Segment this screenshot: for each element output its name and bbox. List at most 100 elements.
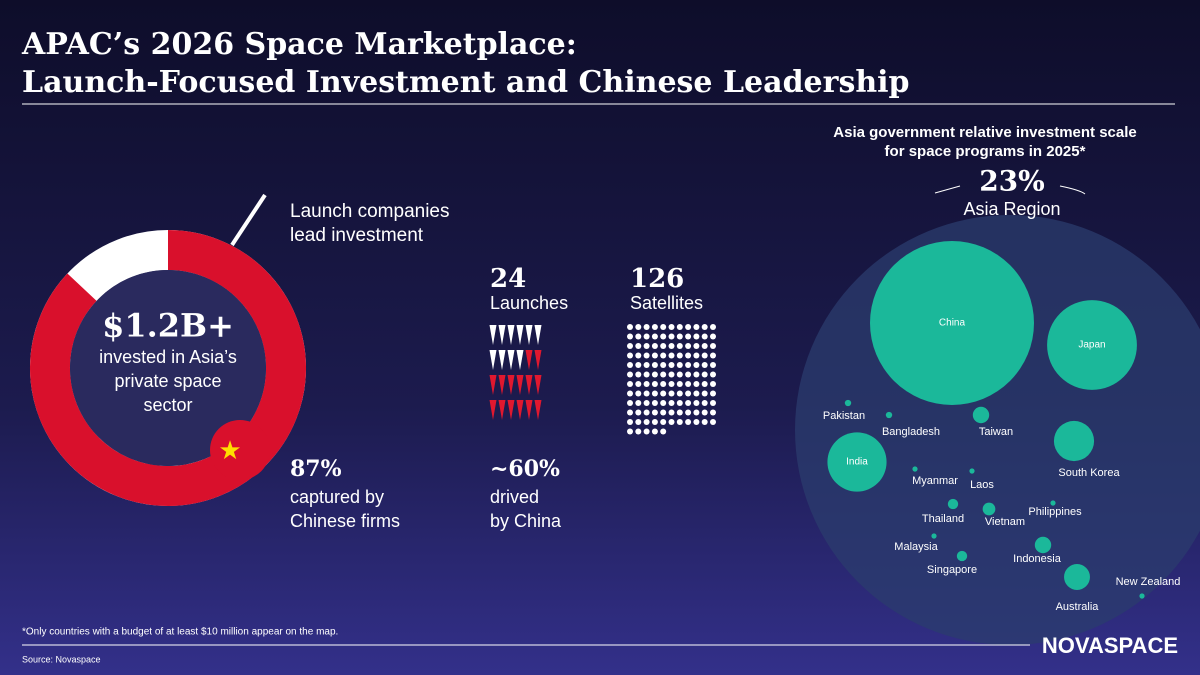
satellite-dot [643, 371, 650, 378]
satellite-dot [676, 333, 683, 340]
caption: private space [114, 371, 221, 391]
satellite-dot [701, 324, 708, 330]
footnote: *Only countries with a budget of at leas… [22, 627, 338, 638]
satellite-dot [710, 409, 716, 416]
country-bubble [931, 533, 937, 539]
country-label: Indonesia [1013, 553, 1062, 565]
satellite-dot [676, 419, 683, 425]
satellite-dot [676, 371, 683, 378]
satellite-dot [701, 390, 708, 397]
satellite-dot [643, 428, 650, 435]
satellite-dot [701, 333, 708, 340]
country-label: New Zealand [1116, 576, 1181, 588]
satellite-dot [660, 324, 667, 330]
bubble-title: for space programs in 2025* [885, 143, 1086, 160]
country-label: China [939, 318, 966, 329]
caption: invested in Asia’s [99, 347, 237, 367]
satellite-dot [651, 333, 658, 340]
satellite-dot [635, 324, 642, 330]
satellite-dot [668, 324, 675, 330]
satellite-dot [627, 343, 633, 349]
launch-icon [507, 325, 515, 345]
satellite-dot [685, 352, 692, 359]
satellite-dot [685, 419, 692, 425]
satellite-dot [701, 419, 708, 425]
satellite-dot [643, 324, 650, 330]
satellite-dot [693, 419, 700, 425]
satellite-dot [693, 343, 700, 349]
country-label: Myanmar [912, 475, 958, 487]
satellite-dot [660, 400, 667, 406]
flag-star: ★ [218, 435, 241, 465]
donut-center [70, 270, 266, 466]
satellite-dot [701, 362, 708, 368]
satellite-dot [635, 390, 642, 397]
satellite-dot [668, 352, 675, 359]
satellite-dot [660, 352, 667, 359]
launch-icon [498, 350, 506, 370]
source: Source: Novaspace [22, 654, 101, 664]
satellite-dot [651, 390, 658, 397]
satellite-dot [635, 428, 642, 435]
amount: $1.2B+ [102, 307, 234, 345]
satellite-dot [635, 400, 642, 406]
region-arc [934, 185, 1086, 195]
satellite-dot [651, 362, 658, 368]
satellite-dot [693, 324, 700, 330]
satellite-dot [668, 362, 675, 368]
label: Satellites [630, 293, 703, 313]
satellite-dot [660, 390, 667, 397]
satellite-dot [710, 324, 716, 330]
satellite-dot [660, 409, 667, 416]
satellite-dot [701, 343, 708, 349]
country-bubble [1139, 593, 1145, 599]
satellite-dot [710, 333, 716, 340]
satellite-dot [660, 333, 667, 340]
donut-segment [30, 230, 306, 506]
satellite-dot [693, 333, 700, 340]
satellite-dot [643, 419, 650, 425]
satellite-dot [668, 419, 675, 425]
satellite-dot [627, 428, 633, 435]
satellite-dot [710, 362, 716, 368]
satellite-dot [643, 343, 650, 349]
launch-icon [489, 375, 497, 395]
satellite-dot [651, 428, 658, 435]
launch-icon [516, 350, 524, 370]
satellite-dot [685, 371, 692, 378]
satellite-dot [685, 381, 692, 387]
launch-icon [498, 400, 506, 420]
satellite-dot [710, 419, 716, 425]
region-share: 23% [979, 165, 1045, 198]
country-label: India [846, 457, 868, 468]
satellite-dot [643, 400, 650, 406]
satellite-dot [635, 419, 642, 425]
satellite-dot [660, 419, 667, 425]
satellite-dot [676, 390, 683, 397]
satellite-dot [693, 390, 700, 397]
satellite-dot [635, 371, 642, 378]
satellite-dot [668, 390, 675, 397]
launch-icon [489, 400, 497, 420]
satellite-dot [635, 343, 642, 349]
country-label: Vietnam [985, 516, 1025, 528]
satellite-dot [685, 400, 692, 406]
satellite-dot [651, 371, 658, 378]
satellite-dot [676, 362, 683, 368]
country-bubble [1064, 564, 1090, 590]
launch-icon [534, 375, 542, 395]
share: 87% [290, 456, 342, 482]
caption: Chinese firms [290, 511, 400, 531]
count: 126 [630, 264, 684, 294]
satellite-dot [685, 362, 692, 368]
country-bubble [947, 498, 959, 510]
satellite-dot [627, 400, 633, 406]
satellite-dot [627, 352, 633, 359]
satellite-dot [693, 400, 700, 406]
satellite-dot [676, 352, 683, 359]
satellite-dot [635, 381, 642, 387]
launch-icon [507, 350, 515, 370]
satellite-dot [676, 343, 683, 349]
